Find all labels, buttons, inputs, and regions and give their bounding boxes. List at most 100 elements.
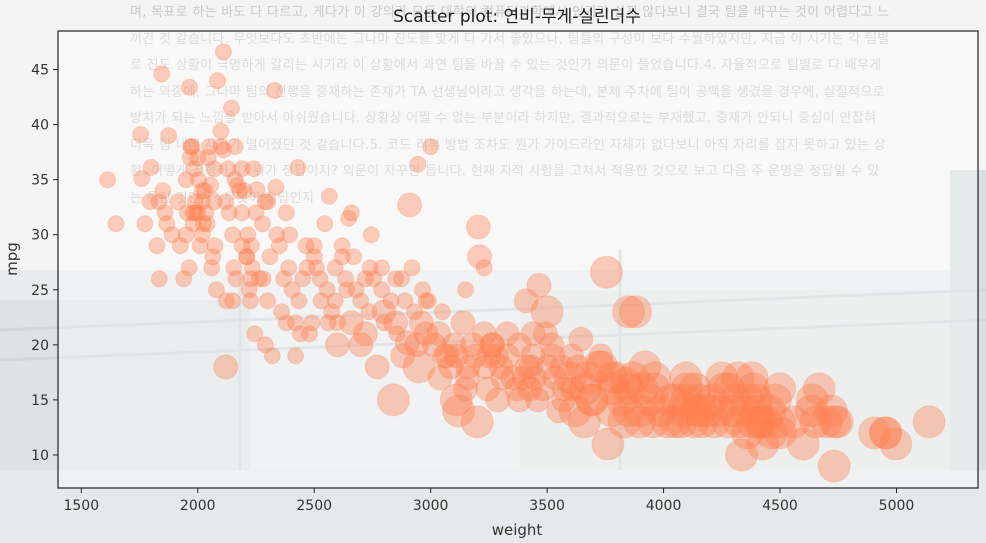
scatter-point bbox=[148, 237, 166, 255]
scatter-point bbox=[475, 376, 501, 402]
scatter-point bbox=[347, 281, 365, 299]
scatter-point bbox=[535, 354, 561, 380]
y-axis-label: mpg bbox=[3, 242, 21, 276]
scatter-point bbox=[287, 347, 305, 365]
scatter-point bbox=[280, 259, 298, 277]
scatter-point bbox=[184, 204, 202, 222]
scatter-point bbox=[665, 405, 698, 439]
scatter-point bbox=[795, 383, 829, 417]
scatter-point bbox=[476, 343, 502, 369]
scatter-point bbox=[326, 292, 344, 310]
scatter-point bbox=[729, 394, 763, 428]
scatter-point bbox=[206, 237, 224, 255]
scatter-point bbox=[214, 141, 232, 159]
scatter-point bbox=[607, 405, 641, 439]
x-tick-label: 3500 bbox=[529, 498, 565, 514]
scatter-point bbox=[858, 416, 892, 450]
scatter-point bbox=[396, 292, 414, 310]
scatter-point bbox=[432, 343, 458, 369]
scatter-point bbox=[443, 343, 469, 369]
scatter-point bbox=[227, 270, 245, 288]
scatter-point bbox=[434, 343, 460, 369]
scatter-point bbox=[320, 187, 338, 205]
scatter-point bbox=[154, 182, 172, 200]
scatter-point bbox=[263, 347, 281, 365]
scatter-point bbox=[158, 215, 176, 233]
scatter-point bbox=[339, 310, 364, 336]
scatter-point bbox=[471, 321, 497, 347]
scatter-point bbox=[261, 248, 279, 266]
scatter-point bbox=[868, 416, 902, 450]
scatter-point bbox=[209, 72, 226, 90]
scatter-point bbox=[305, 248, 323, 266]
scatter-point bbox=[441, 332, 467, 358]
scatter-point bbox=[479, 332, 505, 358]
scatter-point bbox=[520, 343, 546, 369]
scatter-point bbox=[329, 314, 346, 332]
scatter-point bbox=[186, 204, 204, 222]
scatter-point bbox=[758, 383, 792, 417]
scatter-point bbox=[189, 171, 207, 189]
scatter-point bbox=[669, 361, 703, 395]
scatter-point bbox=[186, 193, 204, 211]
scatter-point bbox=[212, 122, 230, 140]
scatter-point bbox=[175, 270, 193, 288]
scatter-point bbox=[725, 438, 759, 472]
y-tick-label: 45 bbox=[31, 63, 49, 79]
scatter-point bbox=[182, 138, 200, 156]
scatter-point bbox=[591, 427, 625, 461]
scatter-point bbox=[595, 361, 629, 395]
scatter-point bbox=[393, 270, 410, 288]
scatter-point bbox=[718, 383, 752, 417]
scatter-point bbox=[755, 416, 789, 450]
scatter-point bbox=[419, 292, 437, 310]
scatter-point bbox=[417, 292, 435, 310]
scatter-point bbox=[625, 372, 659, 406]
scatter-point bbox=[542, 365, 568, 391]
scatter-point bbox=[659, 383, 693, 417]
scatter-point bbox=[677, 405, 711, 439]
scatter-point bbox=[421, 332, 447, 358]
scatter-point bbox=[619, 295, 653, 329]
scatter-point bbox=[238, 248, 256, 266]
scatter-point bbox=[224, 292, 242, 310]
scatter-point bbox=[485, 387, 511, 413]
scatter-point bbox=[568, 372, 602, 406]
scatter-point bbox=[193, 182, 211, 200]
scatter-point bbox=[685, 405, 719, 439]
scatter-point bbox=[402, 350, 436, 384]
scatter-point bbox=[742, 405, 776, 439]
scatter-point bbox=[408, 310, 434, 336]
scatter-point bbox=[746, 427, 780, 461]
scatter-point bbox=[595, 394, 629, 428]
scatter-point bbox=[362, 226, 380, 244]
scatter-point bbox=[290, 292, 308, 310]
scatter-point bbox=[623, 394, 657, 428]
scatter-point bbox=[214, 43, 232, 61]
scatter-point bbox=[511, 365, 537, 391]
scatter-point bbox=[763, 405, 797, 439]
x-tick-label: 5000 bbox=[879, 498, 915, 514]
scatter-point bbox=[243, 259, 261, 277]
scatter-point bbox=[682, 383, 716, 417]
x-tick-label: 3000 bbox=[413, 498, 449, 514]
scatter-point bbox=[736, 372, 770, 406]
scatter-point bbox=[404, 332, 430, 358]
scatter-point bbox=[203, 259, 221, 277]
scatter-point bbox=[749, 405, 783, 439]
scatter-point bbox=[575, 383, 609, 417]
scatter-point bbox=[361, 259, 379, 277]
scatter-point bbox=[177, 226, 195, 244]
scatter-point bbox=[156, 204, 174, 222]
scatter-point bbox=[382, 292, 400, 310]
scatter-point bbox=[303, 314, 321, 332]
scatter-point bbox=[387, 270, 405, 288]
scatter-point bbox=[818, 405, 852, 439]
scatter-point bbox=[226, 171, 244, 189]
scatter-point bbox=[356, 270, 374, 288]
scatter-point bbox=[259, 292, 277, 310]
scatter-point bbox=[291, 325, 309, 343]
scatter-point bbox=[802, 372, 836, 406]
scatter-point bbox=[517, 376, 543, 402]
scatter-point bbox=[462, 343, 488, 369]
